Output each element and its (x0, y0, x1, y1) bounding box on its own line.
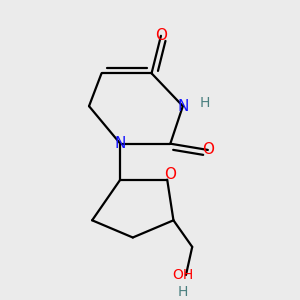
Text: OH: OH (172, 268, 194, 282)
Text: H: H (200, 96, 210, 110)
Text: H: H (178, 285, 188, 299)
Text: N: N (177, 99, 188, 114)
Text: O: O (202, 142, 214, 158)
Text: O: O (155, 28, 167, 43)
Text: O: O (164, 167, 176, 182)
Text: N: N (115, 136, 126, 151)
